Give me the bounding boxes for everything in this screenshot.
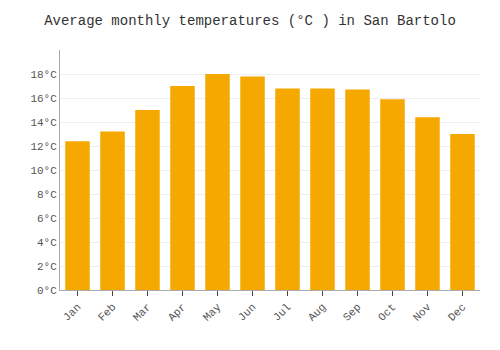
svg-text:Jul: Jul bbox=[271, 301, 293, 323]
svg-text:Jan: Jan bbox=[61, 301, 83, 323]
svg-text:14°C: 14°C bbox=[30, 117, 57, 129]
svg-text:Feb: Feb bbox=[96, 301, 118, 323]
svg-text:Jun: Jun bbox=[236, 301, 258, 323]
svg-text:12°C: 12°C bbox=[30, 141, 57, 153]
svg-text:Nov: Nov bbox=[411, 301, 434, 324]
svg-text:16°C: 16°C bbox=[30, 93, 57, 105]
svg-text:4°C: 4°C bbox=[37, 237, 57, 249]
svg-text:Dec: Dec bbox=[446, 301, 468, 323]
svg-text:Apr: Apr bbox=[166, 301, 188, 323]
svg-text:May: May bbox=[201, 301, 224, 324]
svg-text:0°C: 0°C bbox=[37, 285, 57, 297]
svg-text:Aug: Aug bbox=[306, 301, 328, 323]
svg-text:Mar: Mar bbox=[131, 301, 153, 323]
svg-text:18°C: 18°C bbox=[30, 69, 57, 81]
svg-text:Oct: Oct bbox=[376, 301, 398, 323]
svg-text:2°C: 2°C bbox=[37, 261, 57, 273]
svg-text:6°C: 6°C bbox=[37, 213, 57, 225]
svg-text:Average monthly temperatures (: Average monthly temperatures (°C ) in Sa… bbox=[44, 13, 456, 29]
svg-text:10°C: 10°C bbox=[30, 165, 57, 177]
svg-text:Sep: Sep bbox=[341, 301, 363, 323]
svg-text:8°C: 8°C bbox=[37, 189, 57, 201]
